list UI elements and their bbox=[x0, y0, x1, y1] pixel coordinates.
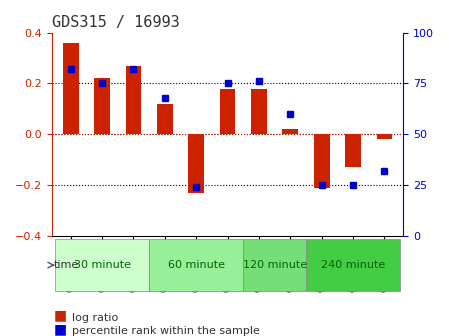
Bar bbox=[345, 134, 361, 167]
Text: percentile rank within the sample: percentile rank within the sample bbox=[72, 326, 260, 336]
Text: 240 minute: 240 minute bbox=[321, 260, 385, 270]
Bar bbox=[157, 104, 173, 134]
Bar bbox=[314, 134, 330, 188]
Bar bbox=[220, 88, 235, 134]
FancyBboxPatch shape bbox=[243, 239, 306, 291]
Bar bbox=[377, 134, 392, 139]
FancyBboxPatch shape bbox=[55, 239, 149, 291]
Bar bbox=[63, 43, 79, 134]
Text: GDS315 / 16993: GDS315 / 16993 bbox=[52, 15, 180, 30]
Text: ■: ■ bbox=[54, 308, 67, 323]
Bar bbox=[126, 66, 141, 134]
Text: ■: ■ bbox=[54, 322, 67, 336]
Text: 120 minute: 120 minute bbox=[242, 260, 307, 270]
FancyBboxPatch shape bbox=[149, 239, 243, 291]
Text: time: time bbox=[53, 260, 79, 270]
Bar bbox=[251, 88, 267, 134]
Text: log ratio: log ratio bbox=[72, 312, 118, 323]
FancyBboxPatch shape bbox=[306, 239, 400, 291]
Text: 30 minute: 30 minute bbox=[74, 260, 131, 270]
Bar bbox=[94, 78, 110, 134]
Bar bbox=[188, 134, 204, 193]
Bar bbox=[282, 129, 298, 134]
Text: 60 minute: 60 minute bbox=[167, 260, 224, 270]
